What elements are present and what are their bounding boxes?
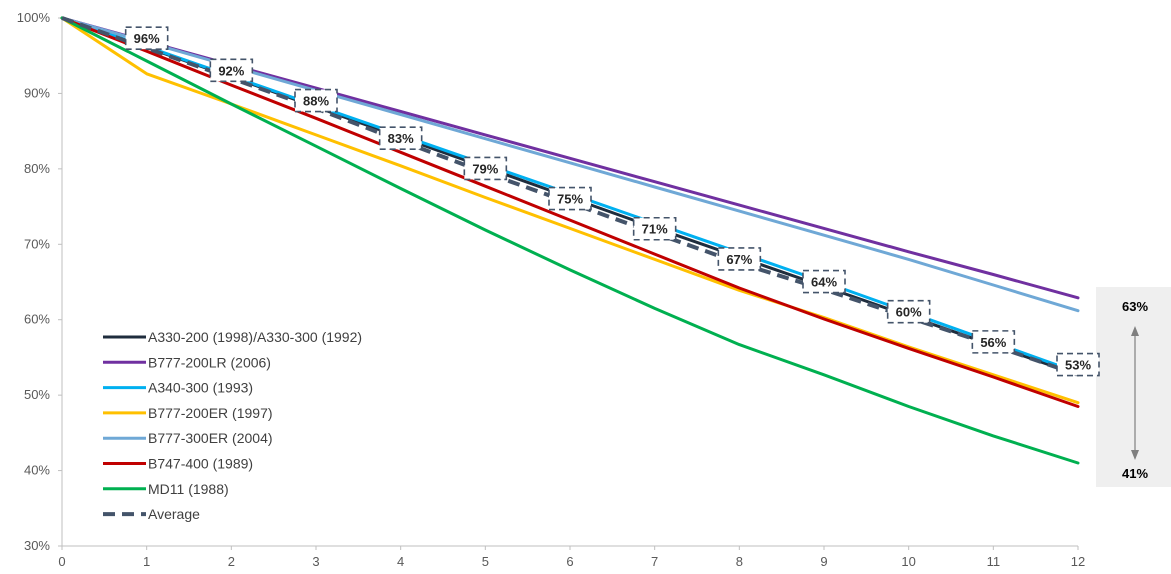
average-label: 71% [642, 222, 668, 237]
axes: 30%40%50%60%70%80%90%100%0 1 2 3 4 5 6 7 8 9 10 11 1… [17, 10, 1085, 569]
average-label-box [971, 330, 1016, 354]
average-label-box [632, 216, 677, 241]
average-label-box [802, 269, 846, 294]
series-line [60, 16, 1080, 465]
x-tick-label: 7 [651, 554, 658, 569]
average-label: 88% [303, 94, 329, 109]
x-tick-label: 12 [1071, 554, 1085, 569]
legend-label: B777-200LR (2006) [148, 354, 271, 370]
x-tick-label: 8 [736, 554, 743, 569]
x-tick-label: 11 [987, 554, 1001, 569]
average-label-box [294, 88, 338, 113]
x-tick-label: 1 [143, 554, 150, 569]
average-label-box [124, 26, 169, 50]
y-tick-label: 100% [17, 10, 51, 25]
legend-label: B777-300ER (2004) [148, 430, 273, 446]
y-tick-label: 40% [24, 463, 50, 478]
x-tick-label: 10 [901, 554, 915, 569]
average-label: 53% [1065, 358, 1091, 373]
range-arrow-head-up [1131, 326, 1139, 336]
legend: A330-200 (1998)/A330-300 (1992) B777-200L… [103, 329, 362, 522]
average-label-box [378, 126, 423, 151]
average-label: 67% [726, 252, 752, 267]
series-lines [60, 16, 1080, 465]
average-label-box [209, 58, 254, 83]
range-bottom-label: 41% [1122, 466, 1148, 481]
average-label: 92% [218, 63, 244, 78]
y-tick-label: 50% [24, 387, 50, 402]
y-tick-label: 80% [24, 161, 50, 176]
y-tick-label: 60% [24, 312, 50, 327]
y-tick-label: 30% [24, 538, 50, 553]
average-label: 79% [472, 161, 498, 176]
average-label: 64% [811, 275, 837, 290]
average-label: 56% [980, 335, 1006, 350]
legend-label: A330-200 (1998)/A330-300 (1992) [148, 329, 362, 345]
x-tick-label: 4 [397, 554, 404, 569]
average-label: 96% [134, 31, 160, 46]
y-tick-label: 70% [24, 236, 50, 251]
legend-label: A340-300 (1993) [148, 380, 253, 396]
average-data-labels: 96% 92% 88% 83% 79% 75% 71% 67% 64% 60% 56% 53% [124, 26, 1100, 377]
range-arrow-head-down [1131, 450, 1139, 460]
average-label-box [463, 156, 508, 181]
x-tick-label: 2 [228, 554, 235, 569]
series-line [60, 16, 1080, 408]
average-label-box [717, 247, 762, 271]
range-annotation: 63% 41% [1122, 299, 1148, 481]
legend-label: B777-200ER (1997) [148, 405, 273, 421]
x-tick-label: 6 [566, 554, 573, 569]
average-label: 83% [388, 131, 414, 146]
range-top-label: 63% [1122, 299, 1148, 314]
range-annotation-box [1096, 287, 1171, 487]
x-tick-label: 9 [820, 554, 827, 569]
legend-label: Average [148, 506, 200, 522]
average-label: 75% [557, 192, 583, 207]
average-label-box [1056, 352, 1100, 377]
legend-label: B747-400 (1989) [148, 456, 253, 472]
average-label-box [886, 299, 931, 324]
x-tick-label: 5 [482, 554, 489, 569]
x-tick-label: 3 [312, 554, 319, 569]
average-label-box [548, 186, 592, 211]
y-tick-label: 90% [24, 85, 50, 100]
x-tick-label: 0 [58, 554, 65, 569]
average-label: 60% [896, 305, 922, 320]
legend-label: MD11 (1988) [148, 481, 229, 497]
